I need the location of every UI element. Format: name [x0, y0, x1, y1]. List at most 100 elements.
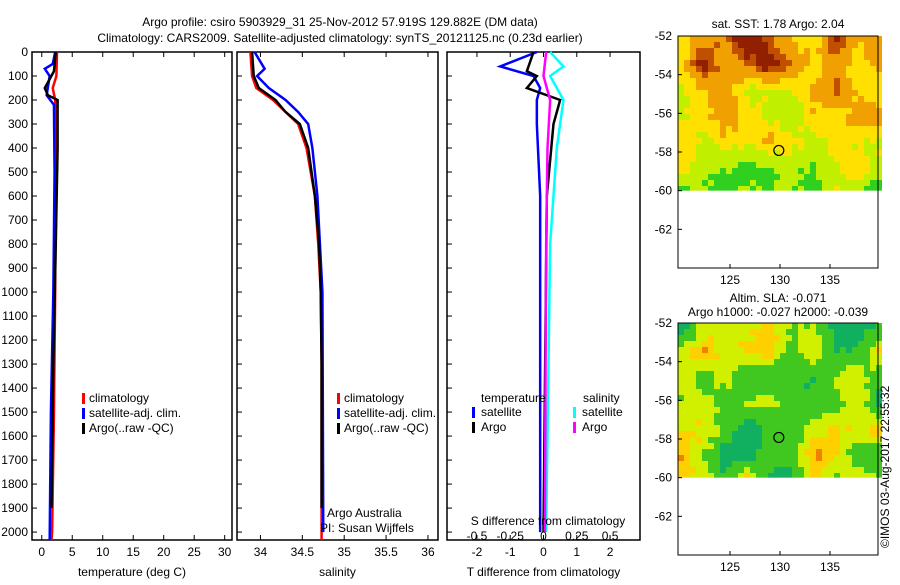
heatmap-cell — [690, 377, 696, 383]
heatmap-cell — [810, 443, 816, 449]
heatmap-cell — [774, 90, 780, 96]
heatmap-cell — [846, 455, 852, 461]
heatmap-cell — [696, 168, 702, 174]
heatmap-cell — [822, 473, 828, 478]
heatmap-cell — [858, 323, 864, 329]
heatmap-cell — [798, 66, 804, 72]
heatmap-cell — [690, 48, 696, 54]
heatmap-cell — [744, 72, 750, 78]
heatmap-cell — [840, 150, 846, 156]
heatmap-cell — [732, 437, 738, 443]
heatmap-cell — [738, 383, 744, 389]
heatmap-cell — [810, 156, 816, 162]
heatmap-cell — [834, 347, 840, 353]
heatmap-cell — [738, 186, 744, 191]
heatmap-cell — [810, 174, 816, 180]
heatmap-cell — [822, 186, 828, 191]
x-tick-label: 20 — [157, 545, 171, 559]
heatmap-cell — [774, 78, 780, 84]
heatmap-cell — [744, 66, 750, 72]
heatmap-cell — [702, 401, 708, 407]
heatmap-cell — [876, 359, 882, 365]
heatmap-cell — [804, 335, 810, 341]
heatmap-cell — [750, 144, 756, 150]
heatmap-cell — [858, 156, 864, 162]
heatmap-cell — [702, 335, 708, 341]
heatmap-cell — [828, 371, 834, 377]
legend-label: Argo — [481, 420, 507, 434]
heatmap-cell — [792, 413, 798, 419]
heatmap-cell — [870, 323, 876, 329]
heatmap-cell — [684, 407, 690, 413]
heatmap-cell — [720, 377, 726, 383]
heatmap-cell — [828, 419, 834, 425]
heatmap-cell — [780, 102, 786, 108]
heatmap-cell — [702, 467, 708, 473]
heatmap-cell — [870, 60, 876, 66]
heatmap-cell — [708, 431, 714, 437]
heatmap-cell — [840, 461, 846, 467]
heatmap-cell — [816, 419, 822, 425]
heatmap-cell — [852, 48, 858, 54]
heatmap-cell — [810, 162, 816, 168]
heatmap-cell — [762, 36, 768, 42]
heatmap-cell — [870, 90, 876, 96]
heatmap-cell — [696, 102, 702, 108]
heatmap-cell — [774, 42, 780, 48]
heatmap-cell — [708, 84, 714, 90]
heatmap-cell — [684, 425, 690, 431]
heatmap-cell — [732, 66, 738, 72]
heatmap-cell — [750, 389, 756, 395]
x-tick-label: 135 — [820, 273, 840, 287]
heatmap-cell — [678, 150, 684, 156]
heatmap-cell — [876, 168, 882, 174]
heatmap-cell — [792, 323, 798, 329]
heatmap-cell — [798, 156, 804, 162]
heatmap-cell — [726, 455, 732, 461]
heatmap-cell — [756, 66, 762, 72]
heatmap-cell — [756, 168, 762, 174]
heatmap-cell — [834, 186, 840, 191]
heatmap-cell — [828, 473, 834, 478]
heatmap-cell — [828, 329, 834, 335]
heatmap-cell — [804, 437, 810, 443]
heatmap-cell — [852, 54, 858, 60]
heatmap-cell — [846, 377, 852, 383]
heatmap-cell — [822, 413, 828, 419]
heatmap-cell — [768, 126, 774, 132]
heatmap-cell — [756, 347, 762, 353]
heatmap-cell — [804, 168, 810, 174]
heatmap-cell — [876, 389, 882, 395]
heatmap-cell — [744, 42, 750, 48]
heatmap-cell — [708, 150, 714, 156]
heatmap-cell — [762, 449, 768, 455]
heatmap-cell — [828, 425, 834, 431]
heatmap-cell — [684, 156, 690, 162]
heatmap-cell — [816, 84, 822, 90]
heatmap-cell — [858, 419, 864, 425]
heatmap-cell — [720, 114, 726, 120]
heatmap-cell — [714, 425, 720, 431]
heatmap-cell — [756, 60, 762, 66]
heatmap-cell — [810, 335, 816, 341]
heatmap-cell — [804, 377, 810, 383]
heatmap-cell — [696, 186, 702, 191]
heatmap-cell — [714, 461, 720, 467]
heatmap-cell — [822, 425, 828, 431]
heatmap-cell — [798, 473, 804, 478]
heatmap-cell — [840, 347, 846, 353]
heatmap-cell — [750, 329, 756, 335]
heatmap-cell — [714, 156, 720, 162]
heatmap-cell — [774, 126, 780, 132]
heatmap-cell — [684, 138, 690, 144]
heatmap-cell — [828, 150, 834, 156]
heatmap-cell — [798, 90, 804, 96]
heatmap-cell — [852, 132, 858, 138]
heatmap-cell — [864, 186, 870, 191]
heatmap-cell — [744, 186, 750, 191]
heatmap-cell — [684, 180, 690, 186]
heatmap-cell — [726, 84, 732, 90]
heatmap-cell — [786, 341, 792, 347]
heatmap-cell — [816, 150, 822, 156]
heatmap-cell — [708, 413, 714, 419]
